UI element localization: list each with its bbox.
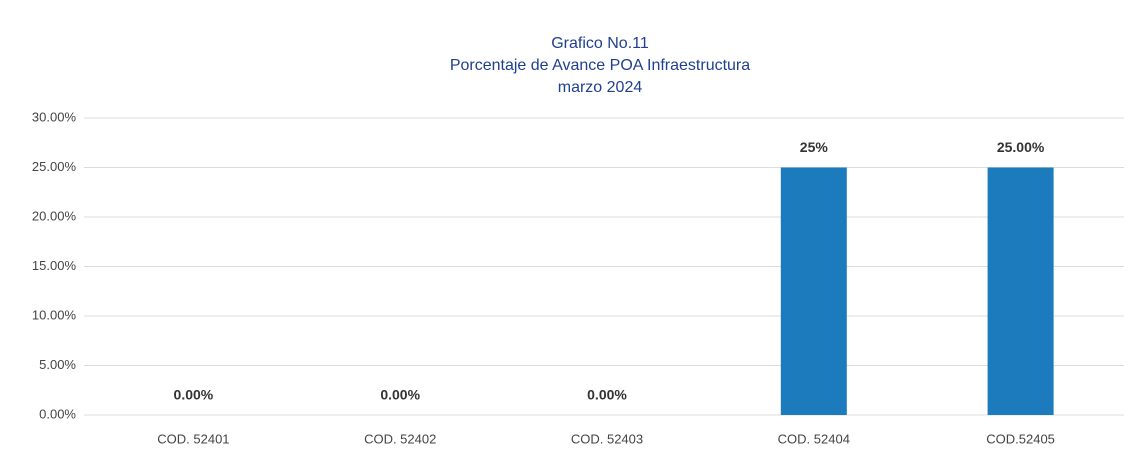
- chart-title: Porcentaje de Avance POA Infraestructura: [450, 57, 750, 74]
- x-tick-label: COD. 52402: [364, 431, 436, 446]
- x-tick-label: COD. 52401: [157, 431, 229, 446]
- y-tick-label: 5.00%: [39, 357, 76, 372]
- value-label: 25.00%: [997, 139, 1045, 155]
- y-tick-label: 25.00%: [32, 159, 77, 174]
- value-label: 0.00%: [587, 387, 627, 403]
- y-tick-label: 20.00%: [32, 208, 77, 223]
- y-tick-label: 15.00%: [32, 258, 77, 273]
- y-tick-label: 30.00%: [32, 109, 77, 124]
- chart-title: marzo 2024: [558, 79, 643, 96]
- x-tick-label: COD.52405: [986, 431, 1055, 446]
- value-label: 0.00%: [380, 387, 420, 403]
- chart-title: Grafico No.11: [551, 35, 649, 52]
- value-label: 0.00%: [174, 387, 214, 403]
- x-tick-label: COD. 52404: [778, 431, 850, 446]
- bar: [987, 167, 1054, 415]
- bar: [780, 167, 847, 415]
- x-tick-label: COD. 52403: [571, 431, 643, 446]
- y-tick-label: 0.00%: [39, 406, 76, 421]
- value-label: 25%: [800, 139, 829, 155]
- y-tick-label: 10.00%: [32, 307, 77, 322]
